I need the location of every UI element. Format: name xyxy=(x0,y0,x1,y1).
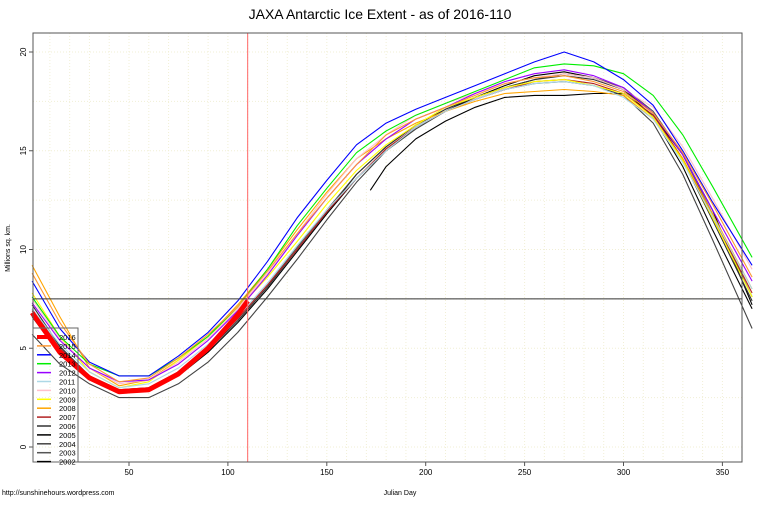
series-line-2003 xyxy=(31,73,753,391)
series-line-2016 xyxy=(30,299,250,395)
legend-label: 2014 xyxy=(59,351,76,360)
series-line-2006 xyxy=(31,75,753,393)
legend-label: 2016 xyxy=(59,333,76,342)
legend-label: 2006 xyxy=(59,422,76,431)
series-line-2014 xyxy=(31,51,753,377)
x-tick-label: 100 xyxy=(221,468,235,477)
series-line-2008 xyxy=(31,88,753,387)
reference-lines xyxy=(33,33,742,462)
legend-label: 2003 xyxy=(59,449,76,458)
legend-box xyxy=(32,327,79,463)
legend-label: 2007 xyxy=(59,413,76,422)
legend-label: 2009 xyxy=(59,395,76,404)
series-line-2002 xyxy=(369,92,753,306)
axis-ticks: 50 100 150 200 250 300 350 0 5 10 15 20 xyxy=(19,47,730,477)
series-line-2009 xyxy=(31,79,753,389)
series-group xyxy=(30,51,753,399)
legend-label: 2002 xyxy=(59,458,76,467)
legend-label: 2011 xyxy=(59,378,75,387)
x-tick-label: 150 xyxy=(320,468,334,477)
legend-label: 2008 xyxy=(59,404,76,413)
y-tick-label: 5 xyxy=(19,345,28,350)
footer-url: http://sunshinehours.wordpress.com xyxy=(2,490,115,497)
series-line-2007 xyxy=(31,79,753,391)
x-tick-label: 300 xyxy=(617,468,631,477)
series-line-2013 xyxy=(31,63,753,377)
legend-label: 2005 xyxy=(59,431,76,440)
x-tick-label: 50 xyxy=(125,468,134,477)
y-axis-label: Millions sq. km. xyxy=(5,224,12,272)
chart-title: JAXA Antarctic Ice Extent - as of 2016-1… xyxy=(249,6,512,22)
legend: 2016201520142013201220112010200920082007… xyxy=(32,327,79,467)
series-line-2004 xyxy=(31,81,753,399)
series-line-2011 xyxy=(31,81,753,389)
legend-label: 2012 xyxy=(59,369,76,378)
x-tick-label: 250 xyxy=(518,468,532,477)
legend-label: 2013 xyxy=(59,360,76,369)
x-tick-label: 350 xyxy=(716,468,730,477)
legend-label: 2004 xyxy=(59,440,76,449)
y-tick-label: 10 xyxy=(19,245,28,254)
legend-label: 2015 xyxy=(59,342,76,351)
x-axis-label: Julian Day xyxy=(384,490,417,497)
series-line-2012 xyxy=(31,69,753,383)
y-tick-label: 15 xyxy=(19,146,28,155)
x-tick-label: 200 xyxy=(419,468,433,477)
series-line-2015 xyxy=(31,75,753,383)
legend-label: 2010 xyxy=(59,386,76,395)
y-tick-label: 20 xyxy=(19,47,28,56)
plot-frame xyxy=(32,32,743,463)
y-tick-label: 0 xyxy=(19,444,28,449)
